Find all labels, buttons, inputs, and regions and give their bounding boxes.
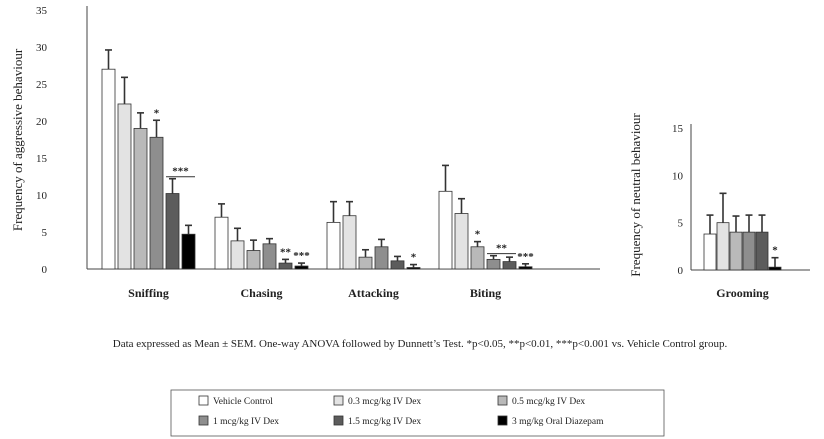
bar-grooming-vehicle-control xyxy=(703,233,717,271)
bar-chasing-0-5-mcg-kg-iv-dex xyxy=(246,250,261,270)
legend-swatch-0-3-mcg-kg-iv-dex xyxy=(333,395,344,406)
bar-sniffing-0-5-mcg-kg-iv-dex xyxy=(133,127,148,270)
statistics-note: Data expressed as Mean ± SEM. One-way AN… xyxy=(113,338,728,350)
significance-marker: * xyxy=(475,229,481,241)
legend-swatch-0-5-mcg-kg-iv-dex xyxy=(497,395,508,406)
y-tick-label: 5 xyxy=(678,218,684,230)
legend-label-0-5-mcg-kg-iv-dex: 0.5 mcg/kg IV Dex xyxy=(512,397,585,407)
significance-marker: * xyxy=(154,107,160,119)
legend-label-1-mcg-kg-iv-dex: 1 mcg/kg IV Dex xyxy=(213,417,279,427)
category-label-chasing: Chasing xyxy=(240,286,282,300)
neutral-behaviour-chart: 0 5 10 15 Frequency of neutral behaviour Groo… xyxy=(628,113,810,300)
y-tick-label: 25 xyxy=(36,79,48,91)
legend-label-vehicle-control: Vehicle Control xyxy=(213,397,273,407)
y-tick-label: 0 xyxy=(678,265,684,277)
legend-swatch-1-5-mcg-kg-iv-dex xyxy=(333,415,344,426)
legend-swatch-3-mg-kg-oral-diazepam xyxy=(497,415,508,426)
bar-biting-3-mg-kg-oral-diazepam xyxy=(518,266,533,270)
legend-label-1-5-mcg-kg-iv-dex: 1.5 mcg/kg IV Dex xyxy=(348,417,421,427)
legend-frame xyxy=(170,389,665,437)
bar-chasing-1-5-mcg-kg-iv-dex xyxy=(278,262,293,270)
legend-label-3-mg-kg-oral-diazepam: 3 mg/kg Oral Diazepam xyxy=(512,417,604,427)
bar-chasing-vehicle-control xyxy=(214,216,229,270)
significance-marker: ** xyxy=(280,246,292,258)
aggressive-behaviour-chart: 0 5 10 15 20 25 30 35 Frequency of aggressive be… xyxy=(10,5,600,300)
legend-swatch-1-mcg-kg-iv-dex xyxy=(198,415,209,426)
bar-grooming-0-5-mcg-kg-iv-dex xyxy=(729,231,743,271)
category-label-sniffing: Sniffing xyxy=(128,286,169,300)
category-label-attacking: Attacking xyxy=(348,286,399,300)
category-label-grooming: Grooming xyxy=(716,286,768,300)
legend-label-0-3-mcg-kg-iv-dex: 0.3 mcg/kg IV Dex xyxy=(348,397,421,407)
y-tick-label: 15 xyxy=(36,153,48,165)
bar-biting-1-5-mcg-kg-iv-dex xyxy=(502,261,517,270)
significance-marker: *** xyxy=(172,166,189,178)
y-tick-label: 10 xyxy=(672,170,684,182)
y-tick-label: 35 xyxy=(36,5,48,17)
category-label-biting: Biting xyxy=(470,286,501,300)
legend: Vehicle Control 0.3 mcg/kg IV Dex 0.5 mcg/… xyxy=(170,389,665,437)
bar-attacking-1-mcg-kg-iv-dex xyxy=(374,246,389,270)
bar-biting-0-5-mcg-kg-iv-dex xyxy=(470,246,485,270)
bar-attacking-1-5-mcg-kg-iv-dex xyxy=(390,260,405,270)
bar-grooming-0-3-mcg-kg-iv-dex xyxy=(716,222,730,271)
bar-chasing-0-3-mcg-kg-iv-dex xyxy=(230,240,245,270)
significance-marker: *** xyxy=(517,251,534,263)
y-tick-label: 30 xyxy=(36,42,48,54)
y-tick-label: 0 xyxy=(42,264,48,276)
bar-grooming-1-mcg-kg-iv-dex xyxy=(742,231,756,271)
bar-attacking-0-5-mcg-kg-iv-dex xyxy=(358,256,373,270)
bar-attacking-3-mg-kg-oral-diazepam xyxy=(406,267,421,270)
bar-chasing-3-mg-kg-oral-diazepam xyxy=(294,265,309,270)
y-axis-label: Frequency of neutral behaviour xyxy=(628,113,643,277)
bar-attacking-0-3-mcg-kg-iv-dex xyxy=(342,215,357,270)
legend-swatch-vehicle-control xyxy=(198,395,209,406)
y-tick-label: 10 xyxy=(36,190,48,202)
significance-marker: *** xyxy=(293,250,310,262)
significance-marker: ** xyxy=(496,243,508,255)
bar-sniffing-0-3-mcg-kg-iv-dex xyxy=(117,103,132,270)
significance-marker: * xyxy=(411,252,417,264)
bar-sniffing-1-5-mcg-kg-iv-dex xyxy=(165,193,180,270)
bar-biting-1-mcg-kg-iv-dex xyxy=(486,258,501,270)
bar-biting-0-3-mcg-kg-iv-dex xyxy=(454,213,469,270)
bar-attacking-vehicle-control xyxy=(326,221,341,270)
bar-grooming-1-5-mcg-kg-iv-dex xyxy=(755,231,769,271)
bar-biting-vehicle-control xyxy=(438,190,453,270)
bar-sniffing-3-mg-kg-oral-diazepam xyxy=(181,233,196,270)
bar-sniffing-vehicle-control xyxy=(101,68,116,270)
y-tick-label: 15 xyxy=(672,123,684,135)
y-tick-label: 5 xyxy=(42,227,48,239)
significance-marker: * xyxy=(772,245,778,257)
bar-grooming-3-mg-kg-oral-diazepam xyxy=(768,266,782,271)
bar-sniffing-1-mcg-kg-iv-dex xyxy=(149,136,164,270)
bar-chasing-1-mcg-kg-iv-dex xyxy=(262,243,277,270)
y-tick-label: 20 xyxy=(36,116,48,128)
y-axis-label: Frequency of aggressive behaviour xyxy=(10,48,25,231)
